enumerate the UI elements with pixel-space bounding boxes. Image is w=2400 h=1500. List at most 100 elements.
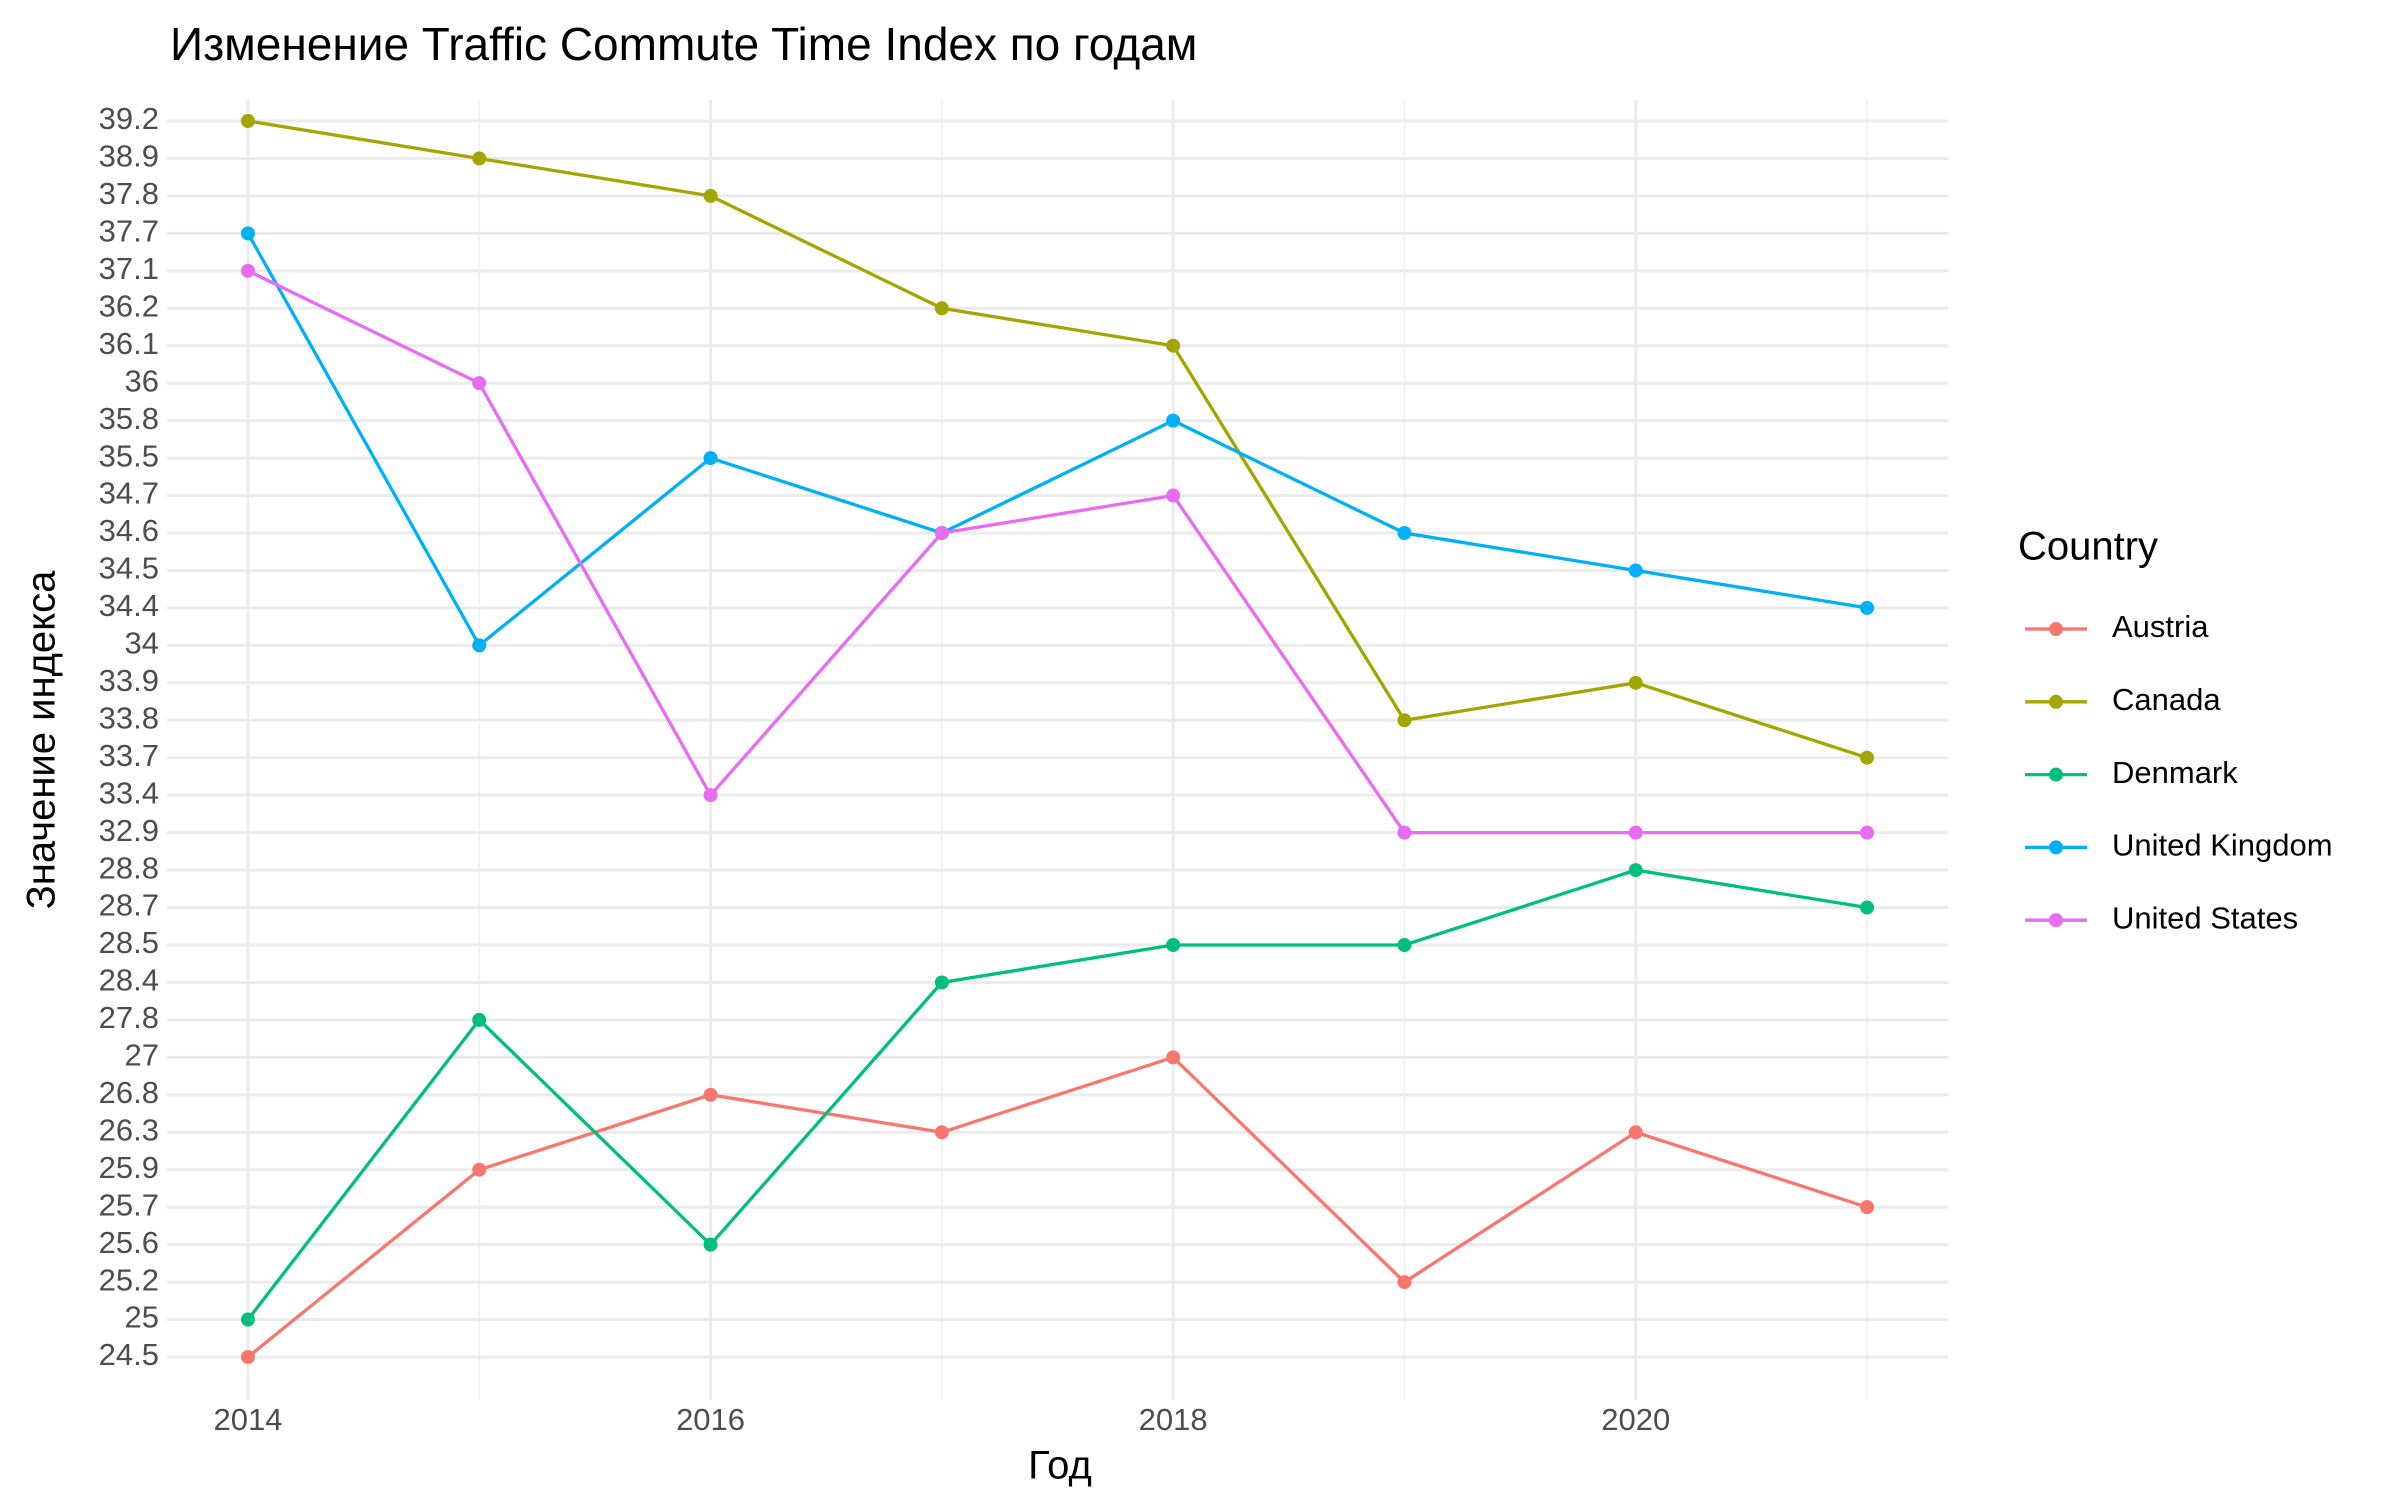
data-point xyxy=(1860,825,1875,840)
data-point xyxy=(1397,1275,1412,1290)
legend-key-point xyxy=(2049,913,2063,928)
y-tick-label: 36 xyxy=(125,363,159,398)
data-point xyxy=(1628,563,1643,578)
data-point xyxy=(472,638,487,653)
y-tick-label: 24.5 xyxy=(99,1337,159,1372)
data-point xyxy=(934,526,949,540)
y-tick-label: 25.2 xyxy=(99,1262,159,1297)
data-point xyxy=(703,788,718,803)
y-tick-label: 37.8 xyxy=(99,176,159,211)
legend-label: Austria xyxy=(2112,609,2209,644)
y-tick-label: 33.8 xyxy=(99,700,159,735)
data-point xyxy=(240,226,255,241)
data-point xyxy=(703,1237,718,1252)
y-tick-label: 37.7 xyxy=(99,214,159,249)
data-point xyxy=(1860,900,1875,915)
data-point xyxy=(1397,938,1412,952)
y-tick-label: 28.7 xyxy=(99,888,159,923)
y-tick-label: 35.5 xyxy=(99,438,159,473)
y-tick-label: 28.4 xyxy=(99,963,159,998)
y-tick-label: 34 xyxy=(125,626,159,661)
legend-key-point xyxy=(2049,767,2063,782)
legend-key-point xyxy=(2049,622,2063,636)
y-tick-label: 33.7 xyxy=(99,738,159,773)
y-tick-label: 28.5 xyxy=(99,925,159,960)
y-tick-label: 39.2 xyxy=(99,101,159,136)
data-point xyxy=(1166,413,1181,428)
y-tick-label: 27 xyxy=(125,1038,159,1073)
x-tick-label: 2014 xyxy=(213,1402,282,1437)
legend-title: Country xyxy=(2018,525,2158,569)
data-point xyxy=(1628,863,1643,878)
y-tick-label: 25.6 xyxy=(99,1225,159,1260)
data-point xyxy=(703,1087,718,1102)
data-point xyxy=(1860,750,1875,765)
grid: 24.52525.225.625.725.926.326.82727.828.4… xyxy=(99,100,1948,1437)
y-tick-label: 34.5 xyxy=(99,551,159,586)
y-tick-label: 25.9 xyxy=(99,1150,159,1185)
series-line xyxy=(247,119,1868,760)
data-point xyxy=(1628,1125,1643,1140)
data-point xyxy=(472,1012,487,1027)
y-tick-label: 27.8 xyxy=(99,1000,159,1035)
data-point xyxy=(1397,713,1412,728)
data-point xyxy=(1166,1050,1181,1065)
series-line xyxy=(246,1055,1868,1359)
y-tick-label: 28.8 xyxy=(99,850,159,885)
y-tick-label: 35.8 xyxy=(99,401,159,436)
data-point xyxy=(1628,675,1643,690)
chart-title: Изменение Traffic Commute Time Index по … xyxy=(170,18,1197,70)
legend-label: Canada xyxy=(2112,682,2221,717)
y-tick-label: 34.7 xyxy=(99,476,159,511)
data-point xyxy=(240,114,255,128)
legend: Austria Canada Denmark United Kingdom United… xyxy=(2025,609,2333,935)
data-point xyxy=(240,263,255,278)
y-tick-label: 25 xyxy=(125,1300,159,1335)
data-point xyxy=(1166,938,1181,952)
data-point xyxy=(1860,1200,1875,1215)
legend-label: United Kingdom xyxy=(2112,828,2333,863)
legend-key-point xyxy=(2049,694,2063,709)
x-tick-label: 2016 xyxy=(676,1402,745,1437)
y-tick-label: 36.1 xyxy=(99,326,159,361)
data-point xyxy=(472,151,487,166)
legend-label: Denmark xyxy=(2112,755,2238,790)
series-line xyxy=(246,868,1868,1321)
y-tick-label: 34.6 xyxy=(99,513,159,548)
data-point xyxy=(472,1162,487,1177)
y-tick-label: 37.1 xyxy=(99,251,159,286)
data-point xyxy=(1860,600,1875,615)
legend-key-point xyxy=(2049,840,2063,855)
y-tick-label: 26.3 xyxy=(99,1112,159,1147)
plot xyxy=(240,114,1875,1364)
data-point xyxy=(703,188,718,203)
data-point xyxy=(934,301,949,316)
data-point xyxy=(240,1312,255,1327)
data-point xyxy=(934,975,949,990)
y-axis-title: Значение индекса xyxy=(20,570,64,909)
data-point xyxy=(1166,338,1181,353)
x-tick-label: 2018 xyxy=(1139,1402,1208,1437)
y-tick-label: 36.2 xyxy=(99,288,159,323)
data-point xyxy=(472,376,487,391)
data-point xyxy=(1166,488,1181,503)
y-tick-label: 25.7 xyxy=(99,1187,159,1222)
data-point xyxy=(240,1350,255,1364)
y-tick-label: 32.9 xyxy=(99,813,159,848)
legend-label: United States xyxy=(2112,900,2298,935)
data-point xyxy=(1628,825,1643,840)
series-line xyxy=(247,269,1868,835)
series-line xyxy=(246,232,1868,648)
data-point xyxy=(703,451,718,466)
data-point xyxy=(934,1125,949,1140)
x-tick-label: 2020 xyxy=(1601,1402,1670,1437)
data-point xyxy=(1397,825,1412,840)
y-tick-label: 33.9 xyxy=(99,663,159,698)
y-tick-label: 38.9 xyxy=(99,139,159,174)
data-point xyxy=(1397,526,1412,540)
y-tick-label: 34.4 xyxy=(99,588,159,623)
y-tick-label: 33.4 xyxy=(99,775,159,810)
x-axis-title: Год xyxy=(1028,1444,1092,1488)
y-tick-label: 26.8 xyxy=(99,1075,159,1110)
